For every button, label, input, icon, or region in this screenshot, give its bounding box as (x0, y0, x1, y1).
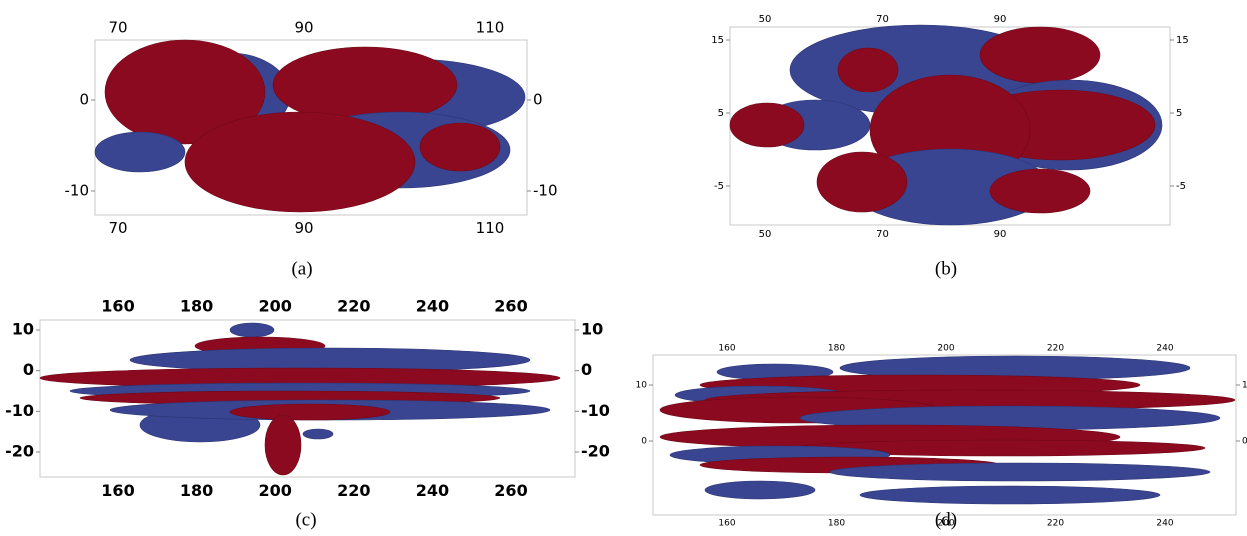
y-tick-label: 0 (1242, 437, 1247, 447)
y-tick-label: -10 (533, 182, 558, 200)
blue-lobe (230, 323, 274, 337)
x-tick-label: 160 (101, 297, 134, 316)
x-tick-label: 200 (258, 481, 291, 500)
x-tick-label: 160 (718, 519, 735, 529)
red-lobe (980, 27, 1100, 83)
y-tick-label: -20 (581, 442, 610, 461)
red-lobe (420, 123, 500, 171)
x-tick-label: 110 (476, 219, 505, 237)
x-tick-label: 220 (1047, 519, 1064, 529)
x-tick-label: 50 (759, 14, 772, 25)
page: 709011070901100-100-10(a)507090507090155… (0, 0, 1247, 536)
render-c (40, 320, 575, 477)
x-tick-label: 180 (180, 481, 213, 500)
panel-caption: (b) (935, 258, 957, 279)
x-tick-label: 90 (294, 19, 313, 37)
y-tick-label: 0 (581, 360, 592, 379)
y-tick-label: 15 (711, 35, 724, 46)
y-tick-label: 10 (12, 320, 34, 339)
y-tick-label: -20 (5, 442, 34, 461)
x-tick-label: 180 (828, 519, 845, 529)
y-tick-label: -10 (65, 182, 90, 200)
y-tick-label: 15 (1176, 35, 1189, 46)
blue-lobe (860, 486, 1160, 504)
y-tick-label: 5 (1176, 108, 1182, 119)
x-tick-label: 220 (337, 481, 370, 500)
red-lobe (185, 112, 415, 212)
y-tick-label: 5 (718, 108, 724, 119)
y-tick-label: -5 (1176, 181, 1186, 192)
panel-caption: (d) (935, 509, 957, 530)
x-tick-label: 180 (180, 297, 213, 316)
x-tick-label: 160 (101, 481, 134, 500)
x-tick-label: 90 (994, 229, 1007, 240)
x-tick-label: 220 (337, 297, 370, 316)
x-tick-label: 240 (1156, 343, 1173, 353)
x-tick-label: 260 (494, 297, 527, 316)
x-tick-label: 200 (258, 297, 291, 316)
y-tick-label: 0 (23, 360, 34, 379)
panel-caption: (c) (295, 509, 316, 530)
x-tick-label: 220 (1047, 343, 1064, 353)
red-lobe (273, 47, 457, 123)
y-tick-label: 0 (533, 91, 543, 109)
red-lobe (838, 48, 898, 92)
panel-caption: (a) (291, 258, 312, 279)
y-tick-label: 10 (636, 381, 648, 391)
y-tick-label: 10 (1242, 381, 1247, 391)
x-tick-label: 50 (759, 229, 772, 240)
x-tick-label: 200 (937, 343, 954, 353)
x-tick-label: 70 (876, 14, 889, 25)
y-tick-label: 0 (641, 437, 647, 447)
y-tick-label: -5 (714, 181, 724, 192)
x-tick-label: 90 (994, 14, 1007, 25)
x-tick-label: 160 (718, 343, 735, 353)
y-tick-label: 10 (581, 320, 603, 339)
x-tick-label: 110 (476, 19, 505, 37)
blue-lobe (303, 429, 333, 439)
render-a (95, 40, 527, 215)
blue-lobe (95, 132, 185, 172)
x-tick-label: 180 (828, 343, 845, 353)
x-tick-label: 240 (1156, 519, 1173, 529)
x-tick-label: 70 (876, 229, 889, 240)
render-b (730, 25, 1170, 225)
blue-lobe (830, 463, 1210, 481)
blue-lobe (705, 481, 815, 499)
red-lobe (230, 404, 390, 420)
y-tick-label: -10 (5, 401, 34, 420)
y-tick-label: 0 (79, 91, 89, 109)
x-tick-label: 70 (108, 19, 127, 37)
x-tick-label: 240 (416, 481, 449, 500)
x-tick-label: 70 (108, 219, 127, 237)
figure: 709011070901100-100-10(a)507090507090155… (0, 0, 1247, 536)
render-d (653, 355, 1236, 515)
y-tick-label: -10 (581, 401, 610, 420)
x-tick-label: 260 (494, 481, 527, 500)
red-lobe (817, 152, 907, 212)
red-lobe (730, 103, 804, 147)
x-tick-label: 90 (294, 219, 313, 237)
red-lobe (990, 169, 1090, 213)
red-lobe (265, 415, 301, 475)
x-tick-label: 240 (416, 297, 449, 316)
